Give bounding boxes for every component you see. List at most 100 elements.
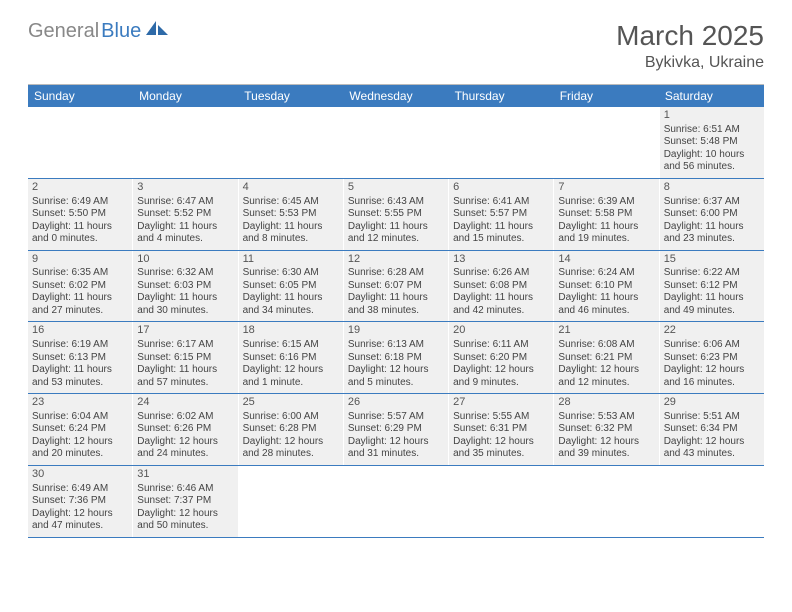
month-title: March 2025	[616, 20, 764, 52]
sunset-line: Sunset: 6:29 PM	[348, 423, 444, 436]
sunset-line: Sunset: 5:48 PM	[664, 136, 760, 149]
day-cell-empty	[449, 107, 554, 178]
day-number: 15	[664, 253, 760, 267]
daylight-line: Daylight: 11 hours and 23 minutes.	[664, 221, 760, 246]
day-cell: 30Sunrise: 6:49 AMSunset: 7:36 PMDayligh…	[28, 466, 133, 537]
day-number: 10	[137, 253, 233, 267]
day-cell-empty	[239, 466, 344, 537]
dow-cell: Thursday	[449, 85, 554, 107]
sunset-line: Sunset: 6:15 PM	[137, 352, 233, 365]
sunset-line: Sunset: 5:53 PM	[243, 208, 339, 221]
sunset-line: Sunset: 6:24 PM	[32, 423, 128, 436]
day-number: 8	[664, 181, 760, 195]
sunrise-line: Sunrise: 5:55 AM	[453, 411, 549, 424]
sunrise-line: Sunrise: 6:26 AM	[453, 267, 549, 280]
day-number: 4	[243, 181, 339, 195]
daylight-line: Daylight: 11 hours and 27 minutes.	[32, 292, 128, 317]
sunset-line: Sunset: 6:12 PM	[664, 280, 760, 293]
day-number: 13	[453, 253, 549, 267]
day-cell: 14Sunrise: 6:24 AMSunset: 6:10 PMDayligh…	[554, 251, 659, 322]
sunset-line: Sunset: 5:58 PM	[558, 208, 654, 221]
sunset-line: Sunset: 6:00 PM	[664, 208, 760, 221]
day-number: 31	[137, 468, 233, 482]
day-cell-empty	[133, 107, 238, 178]
day-cell: 21Sunrise: 6:08 AMSunset: 6:21 PMDayligh…	[554, 322, 659, 393]
logo-text-blue: Blue	[101, 20, 141, 43]
sunrise-line: Sunrise: 6:43 AM	[348, 196, 444, 209]
day-cell-empty	[239, 107, 344, 178]
day-number: 5	[348, 181, 444, 195]
dow-cell: Tuesday	[238, 85, 343, 107]
logo-text-gray: General	[28, 20, 99, 43]
day-number: 3	[137, 181, 233, 195]
sunset-line: Sunset: 6:07 PM	[348, 280, 444, 293]
day-number: 22	[664, 324, 760, 338]
day-number: 25	[243, 396, 339, 410]
sunset-line: Sunset: 6:21 PM	[558, 352, 654, 365]
sunset-line: Sunset: 5:52 PM	[137, 208, 233, 221]
day-cell: 13Sunrise: 6:26 AMSunset: 6:08 PMDayligh…	[449, 251, 554, 322]
daylight-line: Daylight: 12 hours and 16 minutes.	[664, 364, 760, 389]
day-number: 29	[664, 396, 760, 410]
daylight-line: Daylight: 12 hours and 1 minute.	[243, 364, 339, 389]
day-cell-empty	[344, 466, 449, 537]
day-number: 17	[137, 324, 233, 338]
daylight-line: Daylight: 11 hours and 8 minutes.	[243, 221, 339, 246]
day-cell: 20Sunrise: 6:11 AMSunset: 6:20 PMDayligh…	[449, 322, 554, 393]
day-number: 1	[664, 109, 760, 123]
sunrise-line: Sunrise: 6:30 AM	[243, 267, 339, 280]
sunrise-line: Sunrise: 5:57 AM	[348, 411, 444, 424]
page-header: General Blue March 2025 Bykivka, Ukraine	[0, 0, 792, 80]
sunset-line: Sunset: 6:03 PM	[137, 280, 233, 293]
day-cell: 22Sunrise: 6:06 AMSunset: 6:23 PMDayligh…	[660, 322, 764, 393]
sunset-line: Sunset: 5:55 PM	[348, 208, 444, 221]
sunset-line: Sunset: 6:05 PM	[243, 280, 339, 293]
sunrise-line: Sunrise: 5:51 AM	[664, 411, 760, 424]
day-cell: 16Sunrise: 6:19 AMSunset: 6:13 PMDayligh…	[28, 322, 133, 393]
day-cell-empty	[554, 466, 659, 537]
sunset-line: Sunset: 6:02 PM	[32, 280, 128, 293]
sunrise-line: Sunrise: 6:49 AM	[32, 483, 128, 496]
day-cell: 10Sunrise: 6:32 AMSunset: 6:03 PMDayligh…	[133, 251, 238, 322]
daylight-line: Daylight: 12 hours and 28 minutes.	[243, 436, 339, 461]
sunrise-line: Sunrise: 6:13 AM	[348, 339, 444, 352]
sunrise-line: Sunrise: 6:06 AM	[664, 339, 760, 352]
sunset-line: Sunset: 6:18 PM	[348, 352, 444, 365]
day-cell: 5Sunrise: 6:43 AMSunset: 5:55 PMDaylight…	[344, 179, 449, 250]
day-cell-empty	[554, 107, 659, 178]
daylight-line: Daylight: 11 hours and 12 minutes.	[348, 221, 444, 246]
sunrise-line: Sunrise: 6:47 AM	[137, 196, 233, 209]
daylight-line: Daylight: 11 hours and 38 minutes.	[348, 292, 444, 317]
daylight-line: Daylight: 12 hours and 20 minutes.	[32, 436, 128, 461]
daylight-line: Daylight: 11 hours and 57 minutes.	[137, 364, 233, 389]
sunset-line: Sunset: 6:16 PM	[243, 352, 339, 365]
sunrise-line: Sunrise: 6:15 AM	[243, 339, 339, 352]
day-number: 23	[32, 396, 128, 410]
daylight-line: Daylight: 11 hours and 0 minutes.	[32, 221, 128, 246]
sunrise-line: Sunrise: 6:24 AM	[558, 267, 654, 280]
daylight-line: Daylight: 11 hours and 30 minutes.	[137, 292, 233, 317]
day-number: 18	[243, 324, 339, 338]
daylight-line: Daylight: 12 hours and 47 minutes.	[32, 508, 128, 533]
title-block: March 2025 Bykivka, Ukraine	[616, 20, 764, 72]
day-cell-empty	[28, 107, 133, 178]
daylight-line: Daylight: 10 hours and 56 minutes.	[664, 149, 760, 174]
sunset-line: Sunset: 6:20 PM	[453, 352, 549, 365]
sunrise-line: Sunrise: 6:28 AM	[348, 267, 444, 280]
location-label: Bykivka, Ukraine	[616, 54, 764, 72]
day-number: 6	[453, 181, 549, 195]
day-cell: 18Sunrise: 6:15 AMSunset: 6:16 PMDayligh…	[239, 322, 344, 393]
day-number: 26	[348, 396, 444, 410]
sunrise-line: Sunrise: 6:02 AM	[137, 411, 233, 424]
sunrise-line: Sunrise: 6:17 AM	[137, 339, 233, 352]
sunrise-line: Sunrise: 6:32 AM	[137, 267, 233, 280]
daylight-line: Daylight: 12 hours and 5 minutes.	[348, 364, 444, 389]
sunrise-line: Sunrise: 6:49 AM	[32, 196, 128, 209]
day-cell: 9Sunrise: 6:35 AMSunset: 6:02 PMDaylight…	[28, 251, 133, 322]
day-cell: 1Sunrise: 6:51 AMSunset: 5:48 PMDaylight…	[660, 107, 764, 178]
sunset-line: Sunset: 7:37 PM	[137, 495, 233, 508]
day-cell: 26Sunrise: 5:57 AMSunset: 6:29 PMDayligh…	[344, 394, 449, 465]
logo: General Blue	[28, 20, 168, 43]
sunset-line: Sunset: 6:34 PM	[664, 423, 760, 436]
day-cell-empty	[660, 466, 764, 537]
